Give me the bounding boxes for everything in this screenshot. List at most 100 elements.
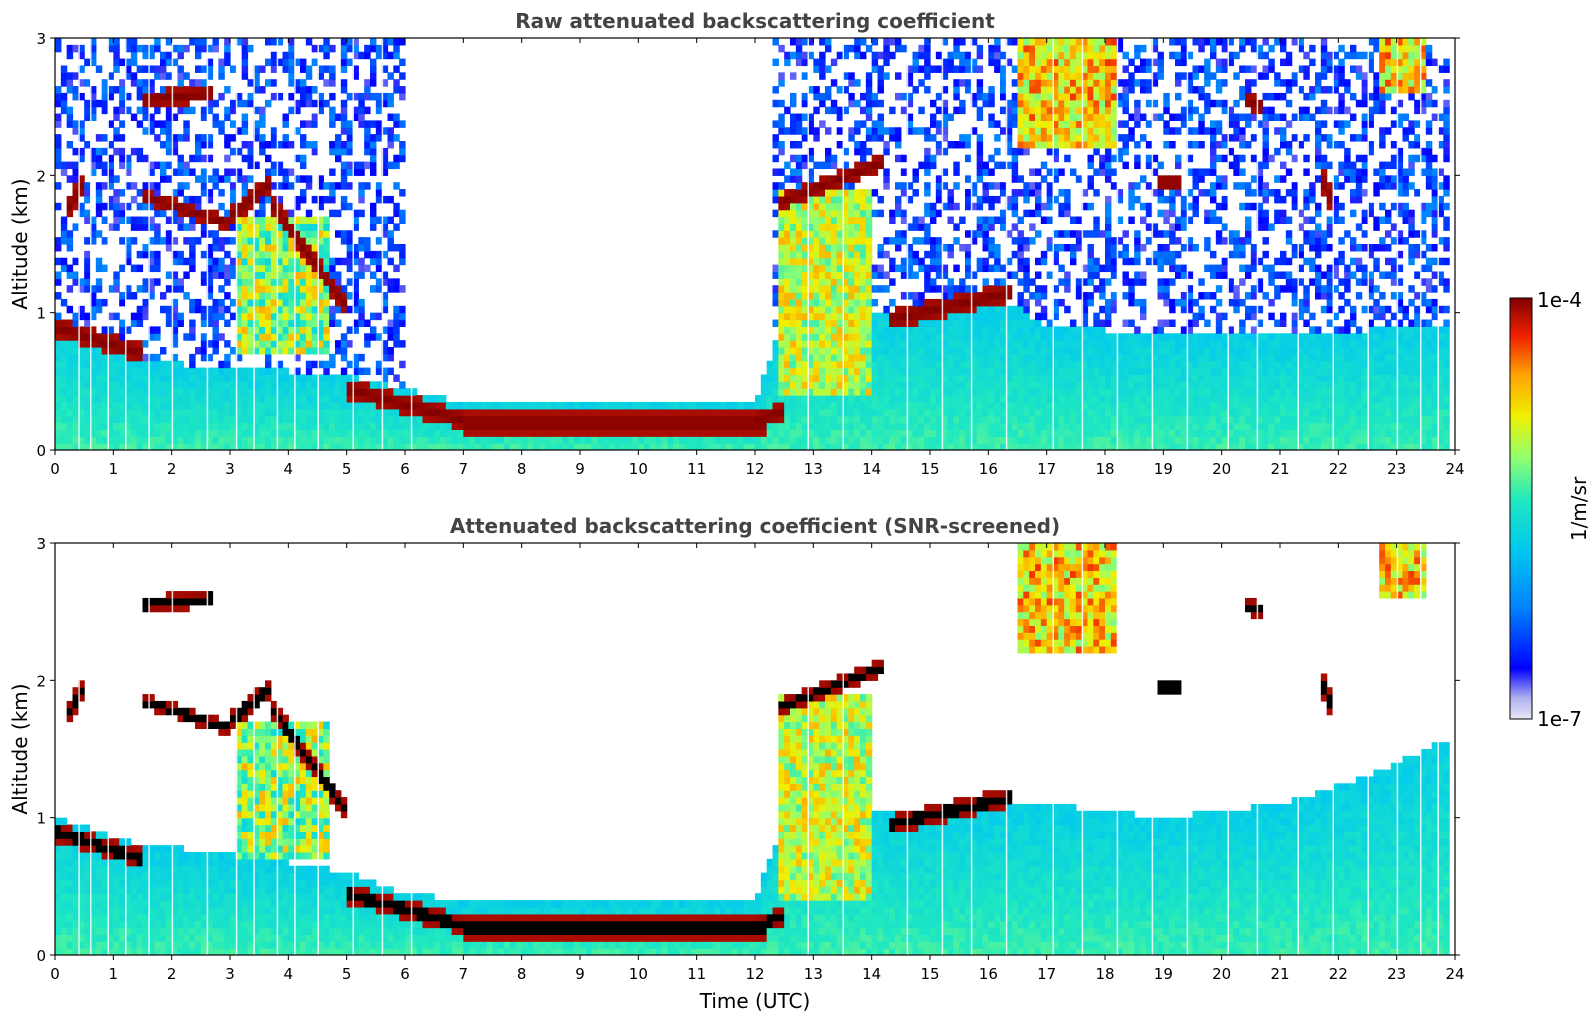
heatmap-cell	[778, 429, 785, 437]
heatmap-cell	[235, 374, 243, 382]
heatmap-cell	[335, 285, 342, 293]
heatmap-cell	[136, 92, 144, 101]
heatmap-cell	[889, 326, 896, 334]
heatmap-cell	[259, 65, 266, 73]
heatmap-cell	[160, 161, 167, 170]
heatmap-cell	[836, 319, 844, 327]
heatmap-cell	[288, 182, 295, 190]
heatmap-cell	[836, 250, 844, 259]
heatmap-cell	[1064, 154, 1071, 163]
heatmap-cell	[165, 244, 173, 252]
heatmap-cell	[200, 79, 208, 87]
heatmap-cell	[848, 223, 855, 231]
heatmap-cell	[358, 106, 365, 115]
heatmap-cell	[130, 388, 138, 396]
heatmap-cell	[294, 58, 301, 67]
heatmap-cell	[119, 353, 126, 362]
heatmap-cell	[918, 223, 925, 231]
heatmap-cell	[282, 395, 289, 403]
heatmap-cell	[317, 278, 324, 286]
heatmap-cell	[1040, 429, 1048, 437]
heatmap-cell	[930, 154, 937, 163]
heatmap-cell	[825, 216, 832, 224]
heatmap-cell	[924, 388, 931, 396]
heatmap-cell	[895, 305, 902, 314]
heatmap-cell	[340, 298, 348, 307]
heatmap-cell	[1052, 333, 1059, 341]
heatmap-cell	[125, 374, 132, 382]
heatmap-cell	[1000, 319, 1007, 327]
heatmap-cell	[585, 415, 593, 424]
heatmap-cell	[825, 92, 832, 101]
heatmap-cell	[924, 65, 931, 73]
heatmap-cell	[976, 168, 984, 176]
heatmap-cell	[784, 292, 791, 300]
heatmap-cell	[171, 134, 179, 142]
heatmap-cell	[935, 175, 943, 183]
heatmap-cell	[177, 202, 184, 211]
heatmap-cell	[212, 38, 219, 46]
heatmap-cell	[241, 292, 249, 300]
heatmap-cell	[982, 298, 989, 307]
heatmap-cell	[206, 230, 214, 238]
heatmap-cell	[60, 161, 68, 170]
heatmap-cell	[300, 443, 307, 450]
heatmap-cell	[825, 374, 832, 382]
heatmap-cell	[171, 141, 179, 149]
heatmap-cell	[136, 408, 144, 417]
heatmap-cell	[772, 182, 779, 190]
heatmap-cell	[685, 422, 692, 430]
heatmap-cell	[889, 347, 896, 355]
heatmap-cell	[486, 429, 494, 437]
heatmap-cell	[142, 99, 149, 108]
heatmap-cell	[206, 92, 214, 101]
heatmap-cell	[177, 154, 184, 163]
heatmap-cell	[340, 374, 348, 382]
heatmap-cell	[912, 415, 919, 424]
heatmap-cell	[743, 401, 750, 410]
heatmap-cell	[1046, 202, 1054, 211]
heatmap-cell	[370, 202, 377, 211]
heatmap-cell	[305, 388, 313, 396]
heatmap-cell	[346, 388, 354, 396]
heatmap-cell	[90, 415, 97, 424]
heatmap-cell	[253, 340, 260, 348]
heatmap-cell	[1040, 381, 1048, 389]
heatmap-cell	[259, 388, 266, 396]
heatmap-cell	[970, 65, 978, 73]
heatmap-cell	[276, 415, 284, 424]
heatmap-cell	[906, 422, 914, 430]
heatmap-cell	[247, 374, 254, 382]
heatmap-cell	[906, 408, 914, 417]
heatmap-cell	[125, 237, 132, 245]
heatmap-cell	[877, 353, 884, 362]
heatmap-cell	[1064, 422, 1071, 430]
heatmap-cell	[224, 237, 231, 245]
heatmap-cell	[125, 285, 132, 293]
heatmap-cell	[883, 271, 890, 279]
heatmap-cell	[90, 38, 97, 46]
heatmap-cell	[276, 292, 284, 300]
heatmap-cell	[370, 223, 377, 231]
heatmap-cell	[230, 168, 237, 176]
heatmap-cell	[177, 182, 184, 190]
heatmap-cell	[177, 216, 184, 224]
heatmap-cell	[830, 195, 838, 204]
heatmap-cell	[265, 312, 272, 321]
heatmap-cell	[381, 429, 389, 437]
heatmap-cell	[393, 223, 400, 231]
heatmap-cell	[200, 106, 208, 115]
heatmap-cell	[90, 44, 97, 53]
heatmap-cell	[860, 223, 867, 231]
heatmap-cell	[352, 38, 359, 46]
heatmap-cell	[375, 51, 383, 60]
heatmap-cell	[790, 72, 797, 80]
heatmap-cell	[329, 422, 336, 430]
heatmap-cell	[883, 285, 890, 293]
heatmap-cell	[953, 161, 960, 170]
heatmap-cell	[90, 113, 97, 121]
heatmap-cell	[66, 333, 74, 341]
heatmap-cell	[655, 443, 663, 450]
heatmap-cell	[900, 422, 908, 430]
heatmap-cell	[364, 340, 371, 348]
